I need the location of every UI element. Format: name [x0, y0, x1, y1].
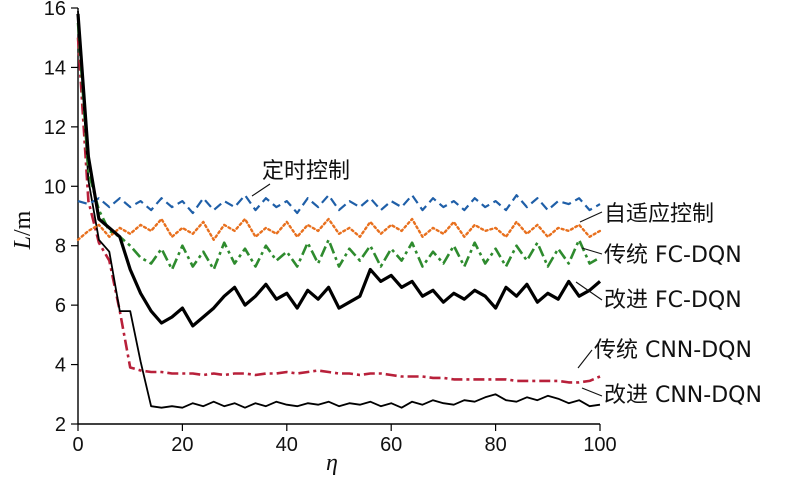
- series-label-1: 定时控制: [262, 159, 350, 184]
- series-label-3: 传统 FC-DQN: [604, 243, 742, 268]
- y-tick-label-8: 8: [55, 236, 66, 258]
- annotation-leader-5: [577, 349, 593, 369]
- x-tick-label-60: 60: [380, 434, 402, 456]
- series-line-4: [76, 13, 602, 328]
- x-tick-label-20: 20: [171, 434, 193, 456]
- series-label-2: 自适应控制: [604, 202, 714, 227]
- series-line-5: [76, 37, 601, 384]
- annotation-leader-1: [251, 183, 271, 197]
- annotation-leader-3: [581, 247, 603, 255]
- tick-labels: 0 20 40 60 80 100 2 4 6 8 10 12 14 16: [44, 0, 617, 456]
- y-tick-label-14: 14: [44, 57, 66, 79]
- y-tick-label-16: 16: [44, 0, 66, 20]
- series-label-6: 改进 CNN-DQN: [604, 383, 762, 408]
- x-tick-label-40: 40: [276, 434, 298, 456]
- y-tick-label-12: 12: [44, 117, 66, 139]
- series-lines: [76, 10, 602, 409]
- x-axis-title: η: [326, 450, 338, 476]
- series-line-2: [76, 217, 602, 242]
- series-line-1: [77, 194, 601, 215]
- x-tick-label-0: 0: [72, 434, 83, 456]
- y-tick-label-2: 2: [55, 414, 66, 436]
- y-axis-title-variable: L: [10, 236, 36, 250]
- series-label-5: 传统 CNN-DQN: [594, 338, 752, 363]
- y-tick-label-4: 4: [55, 355, 66, 377]
- series-line-3: [76, 22, 601, 271]
- series-label-4: 改进 FC-DQN: [604, 288, 742, 313]
- y-tick-label-10: 10: [44, 176, 66, 198]
- tick-marks: [71, 7, 601, 431]
- annotation-leader-4: [575, 281, 603, 301]
- y-tick-label-6: 6: [55, 295, 66, 317]
- annotation-leader-2: [579, 211, 603, 223]
- axes: [77, 8, 600, 425]
- series-line-6: [77, 10, 601, 409]
- annotation-leader-6: [581, 387, 603, 397]
- y-axis-title: L/m: [10, 210, 36, 250]
- x-tick-label-80: 80: [484, 434, 506, 456]
- y-axis-title-unit: /m: [10, 210, 36, 236]
- x-tick-label-100: 100: [583, 434, 616, 456]
